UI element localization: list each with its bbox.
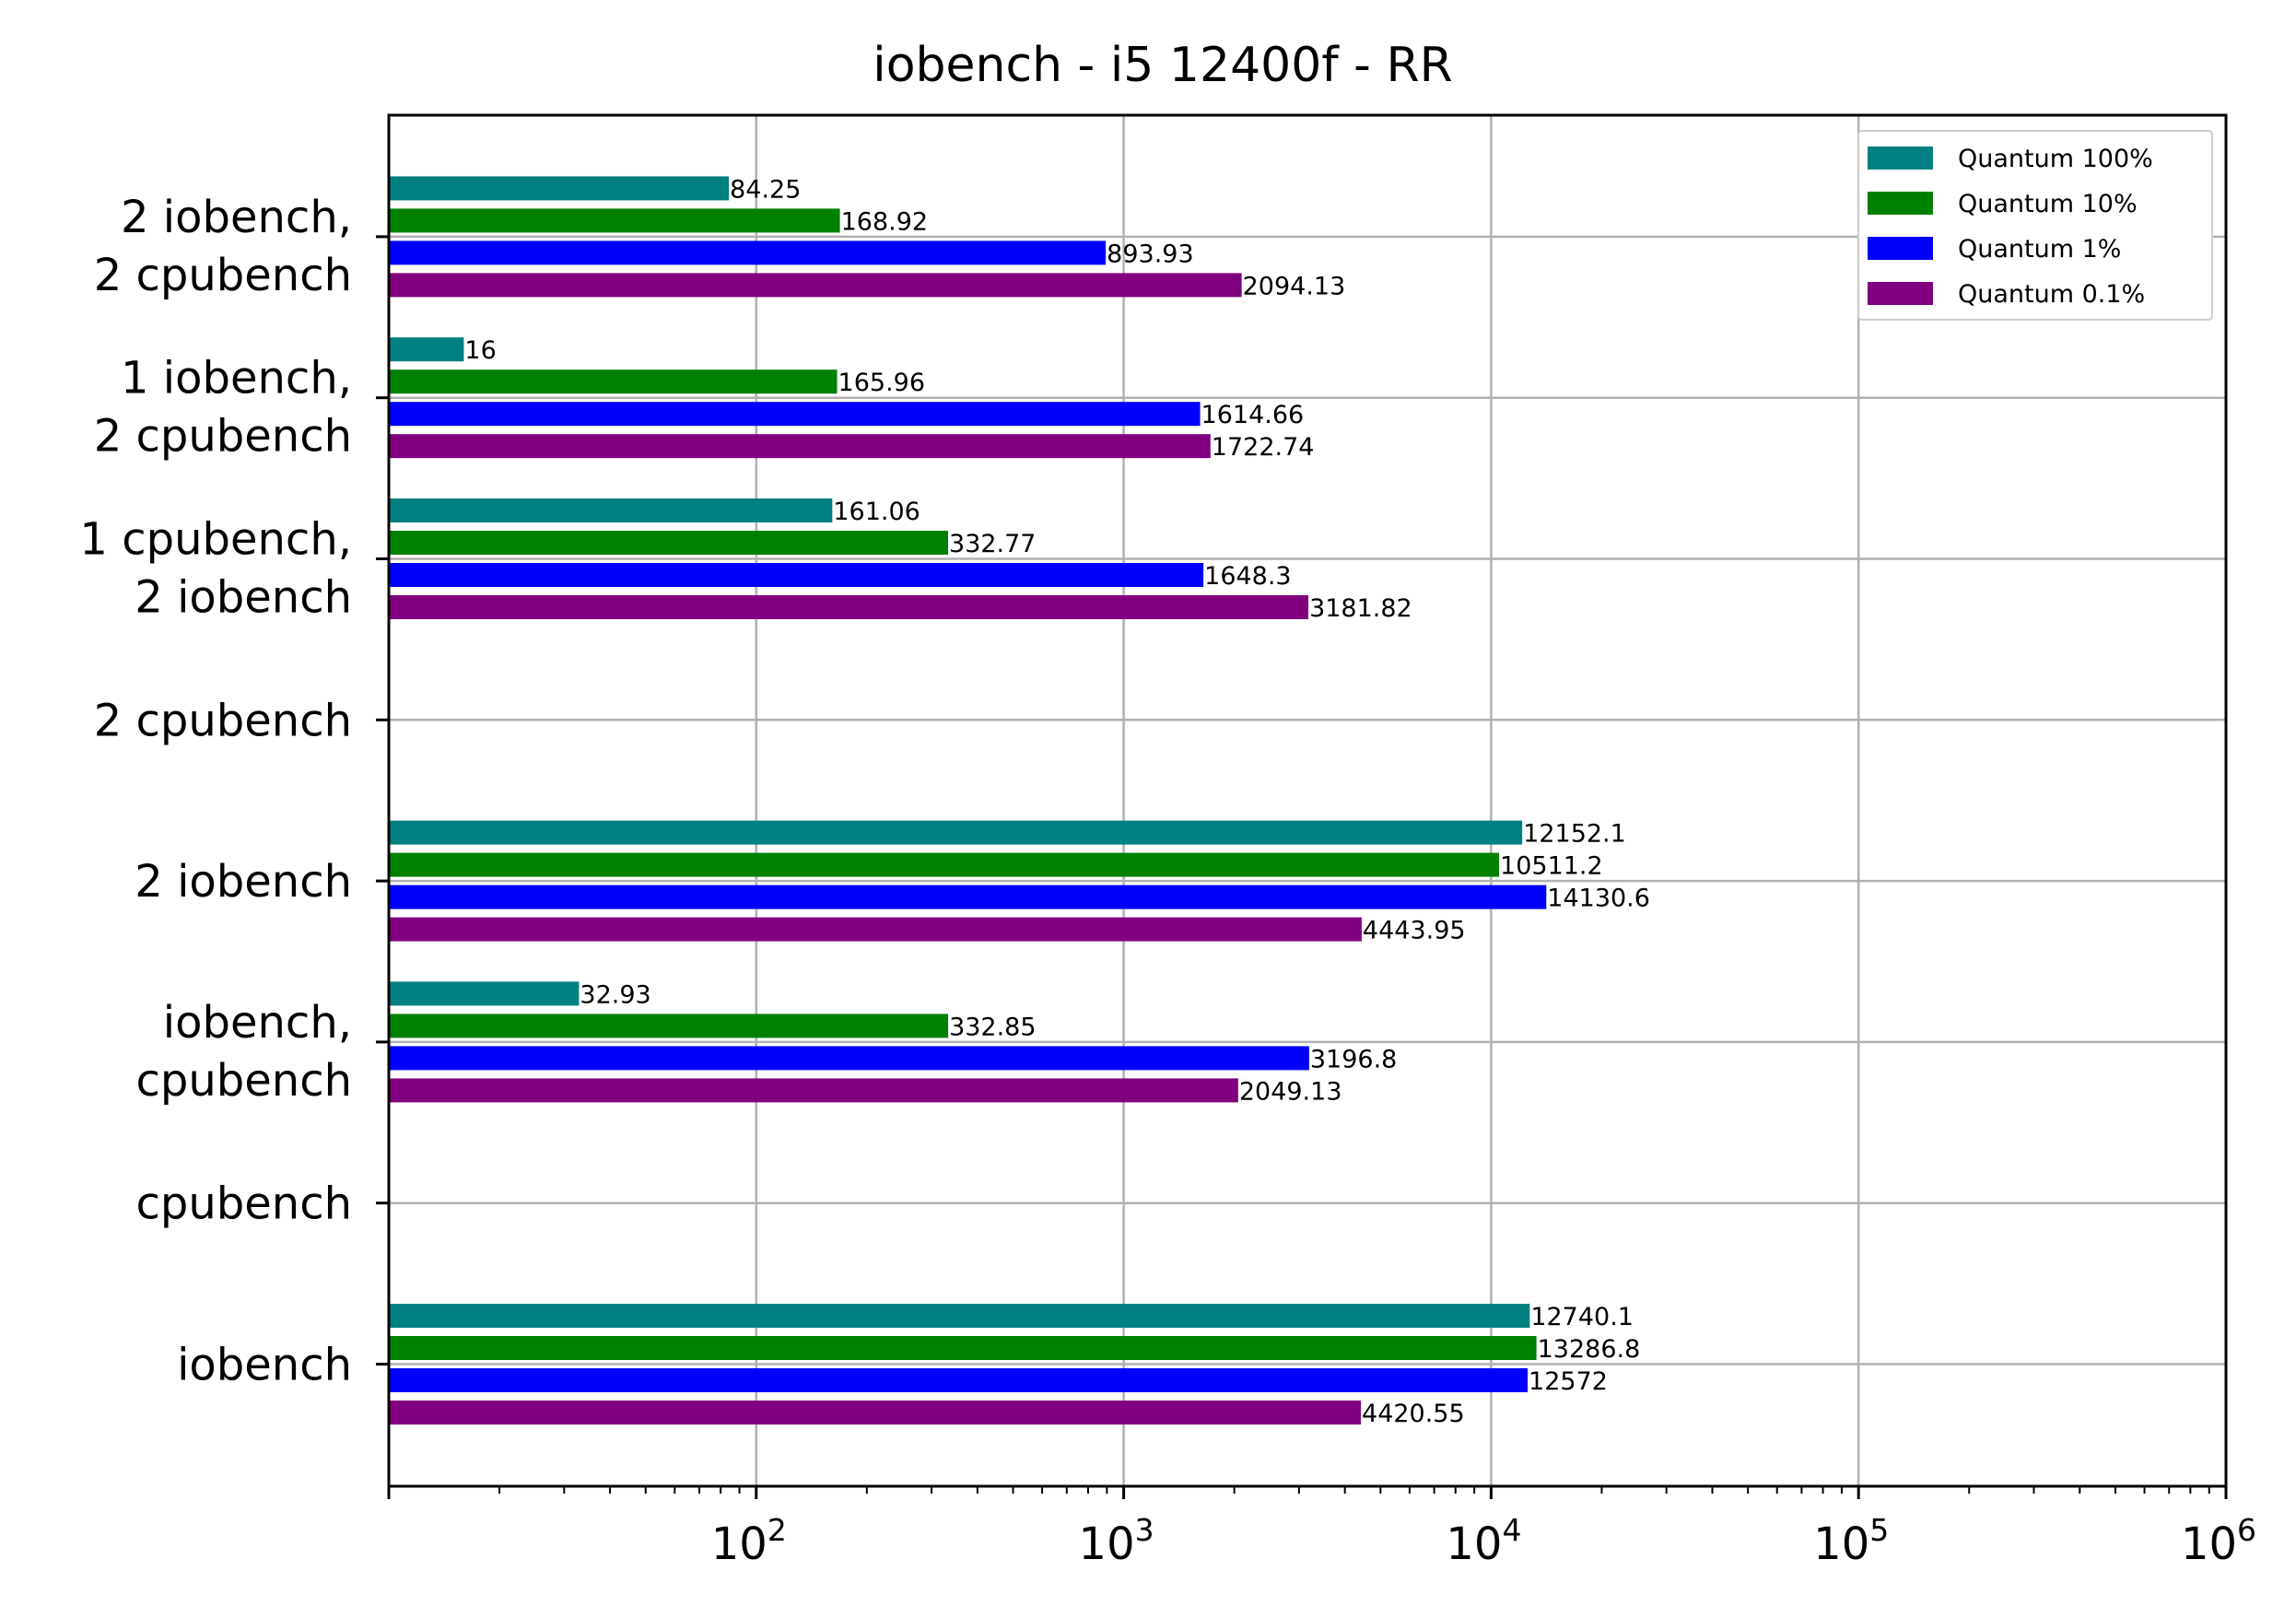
data-labels: 84.25 16 161.06 12152.1 32.93 12740.1 168.92 16… xyxy=(464,175,1650,1428)
bar xyxy=(389,820,1523,845)
bars xyxy=(389,176,1547,1424)
bar xyxy=(389,273,1242,298)
data-label: 12152.1 xyxy=(1523,820,1626,849)
bar xyxy=(389,917,1362,942)
bar xyxy=(389,402,1201,427)
bar xyxy=(389,1046,1309,1071)
data-label: 3181.82 xyxy=(1309,594,1412,623)
chart-title: iobench - i5 12400f - RR xyxy=(873,38,1452,93)
data-label: 3196.8 xyxy=(1310,1045,1397,1073)
data-label: 893.93 xyxy=(1107,240,1193,268)
legend-swatch xyxy=(1868,147,1933,170)
data-label: 16 xyxy=(464,336,496,365)
legend: Quantum 100% Quantum 10% Quantum 1% Quantum… xyxy=(1857,130,2213,321)
grid xyxy=(387,115,2228,1486)
x-tick-exponent: 3 xyxy=(1135,1512,1154,1548)
x-tick-label: 102 xyxy=(711,1512,787,1570)
legend-label: Quantum 10% xyxy=(1958,190,2138,218)
data-label: 4420.55 xyxy=(1362,1400,1465,1428)
data-label: 12740.1 xyxy=(1530,1303,1634,1331)
data-label: 1722.74 xyxy=(1212,433,1315,462)
x-tick-label: 106 xyxy=(2181,1512,2256,1570)
legend-box xyxy=(1857,130,2213,321)
legend-label: Quantum 0.1% xyxy=(1958,280,2145,309)
x-tick-label: 103 xyxy=(1079,1512,1154,1570)
y-category-label: iobench xyxy=(177,1340,352,1391)
bar xyxy=(389,208,840,233)
bar xyxy=(389,498,833,522)
bar xyxy=(389,1336,1537,1360)
x-tick-base: 10 xyxy=(1446,1518,1502,1570)
data-label: 168.92 xyxy=(841,207,928,236)
data-label: 332.77 xyxy=(949,530,1036,558)
data-label: 13286.8 xyxy=(1538,1335,1641,1364)
y-category-label: 2 iobench xyxy=(135,572,352,624)
bar xyxy=(389,981,580,1006)
data-label: 2094.13 xyxy=(1243,272,1346,300)
y-category-label: 2 cpubench xyxy=(94,695,352,746)
y-category-label: iobench, xyxy=(163,997,352,1049)
bar xyxy=(389,563,1204,587)
y-category-label: 2 iobench xyxy=(135,856,352,908)
x-tick-exponent: 2 xyxy=(767,1512,787,1548)
y-category-label: cpubench xyxy=(135,1055,352,1107)
bar xyxy=(389,1401,1362,1424)
bar xyxy=(389,885,1547,909)
data-label: 165.96 xyxy=(838,369,925,397)
bar xyxy=(389,1368,1529,1392)
bar xyxy=(389,176,730,201)
data-label: 1648.3 xyxy=(1204,562,1291,591)
x-tick-exponent: 5 xyxy=(1869,1512,1889,1548)
y-category-label: cpubench xyxy=(135,1178,352,1230)
x-tick-label: 104 xyxy=(1446,1512,1521,1570)
legend-swatch xyxy=(1868,237,1933,260)
data-label: 10511.2 xyxy=(1500,852,1603,881)
bar xyxy=(389,852,1500,877)
legend-label: Quantum 1% xyxy=(1958,235,2121,264)
x-tick-label: 105 xyxy=(1813,1512,1889,1570)
bar xyxy=(389,337,464,362)
x-tick-base: 10 xyxy=(711,1518,767,1570)
legend-swatch xyxy=(1868,282,1933,305)
bar xyxy=(389,1014,949,1038)
bar xyxy=(389,434,1211,459)
data-label: 2049.13 xyxy=(1239,1077,1342,1106)
y-category-label: 1 iobench, xyxy=(121,353,352,404)
data-label: 332.85 xyxy=(949,1013,1036,1041)
y-category-label: 1 cpubench, xyxy=(79,514,352,566)
data-label: 32.93 xyxy=(580,980,650,1009)
bar xyxy=(389,240,1107,265)
bar xyxy=(389,369,838,394)
data-label: 14130.6 xyxy=(1547,885,1650,913)
data-label: 84.25 xyxy=(730,175,801,204)
bar xyxy=(389,1078,1238,1103)
y-category-label: 2 cpubench xyxy=(94,411,352,463)
data-label: 161.06 xyxy=(833,498,920,526)
legend-swatch xyxy=(1868,192,1933,215)
bar xyxy=(389,1304,1530,1328)
data-label: 12572 xyxy=(1529,1367,1608,1396)
data-label: 4443.95 xyxy=(1363,917,1466,945)
plot-frame xyxy=(387,113,2228,1488)
legend-label: Quantum 100% xyxy=(1958,145,2153,173)
x-tick-base: 10 xyxy=(1813,1518,1869,1570)
y-category-label: 2 cpubench xyxy=(94,250,352,301)
x-tick-exponent: 6 xyxy=(2237,1512,2256,1548)
bar xyxy=(389,531,949,555)
x-tick-base: 10 xyxy=(2181,1518,2237,1570)
x-tick-exponent: 4 xyxy=(1502,1512,1521,1548)
bar xyxy=(389,595,1309,619)
x-tick-base: 10 xyxy=(1079,1518,1135,1570)
y-category-label: 2 iobench, xyxy=(121,192,352,243)
data-label: 1614.66 xyxy=(1201,401,1305,429)
